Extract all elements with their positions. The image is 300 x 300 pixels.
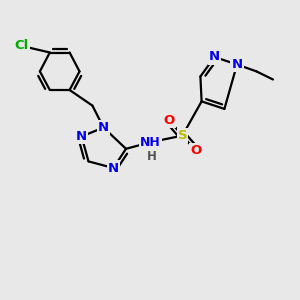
Text: N: N (98, 121, 109, 134)
Text: NH: NH (140, 136, 161, 149)
Text: O: O (190, 144, 201, 157)
Text: S: S (178, 129, 187, 142)
Text: N: N (76, 130, 87, 143)
Text: Cl: Cl (14, 39, 29, 52)
Text: N: N (108, 161, 119, 175)
Text: H: H (147, 150, 157, 163)
Text: O: O (164, 114, 175, 127)
Text: N: N (209, 50, 220, 64)
Text: N: N (231, 58, 243, 71)
